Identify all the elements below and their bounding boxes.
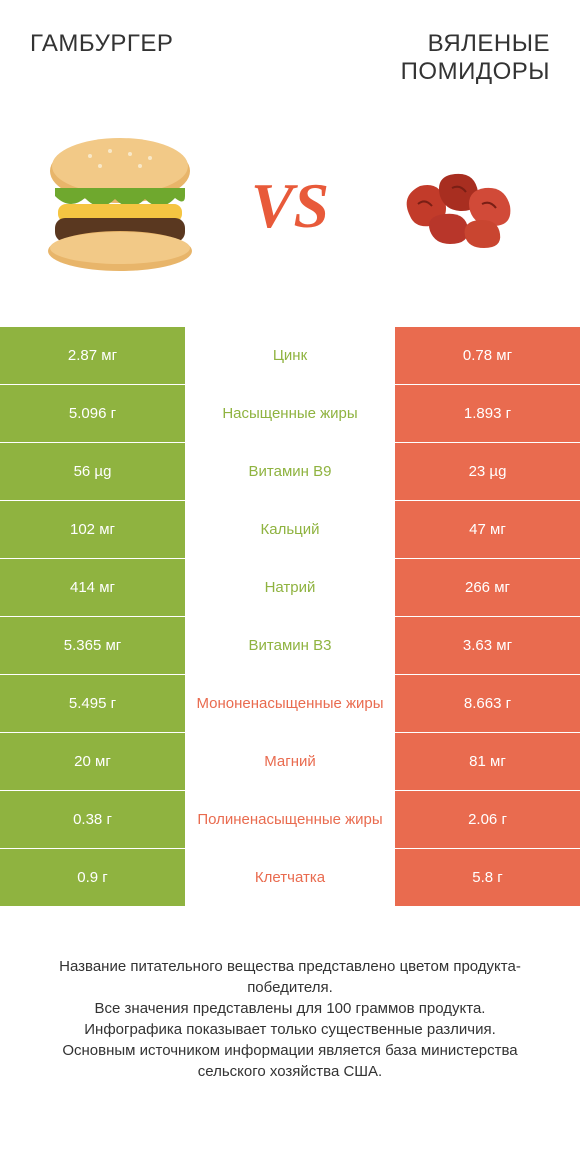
cell-left-value: 0.38 г [0, 791, 185, 848]
cell-right-value: 0.78 мг [395, 327, 580, 384]
cell-nutrient-label: Клетчатка [185, 849, 395, 906]
cell-nutrient-label: Магний [185, 733, 395, 790]
cell-right-value: 47 мг [395, 501, 580, 558]
sundried-tomato-icon [370, 126, 550, 286]
table-row: 102 мгКальций47 мг [0, 500, 580, 558]
cell-left-value: 56 µg [0, 443, 185, 500]
product-right-title-line1: ВЯЛЕНЫЕ [428, 30, 550, 57]
product-right-title: ВЯЛЕНЫЕ ПОМИДОРЫ [401, 30, 550, 86]
cell-nutrient-label: Полиненасыщенные жиры [185, 791, 395, 848]
cell-right-value: 8.663 г [395, 675, 580, 732]
cell-right-value: 5.8 г [395, 849, 580, 906]
table-row: 20 мгМагний81 мг [0, 732, 580, 790]
cell-left-value: 5.096 г [0, 385, 185, 442]
table-row: 0.9 гКлетчатка5.8 г [0, 848, 580, 906]
table-row: 414 мгНатрий266 мг [0, 558, 580, 616]
cell-left-value: 102 мг [0, 501, 185, 558]
cell-right-value: 2.06 г [395, 791, 580, 848]
cell-nutrient-label: Натрий [185, 559, 395, 616]
images-row: VS [0, 96, 580, 326]
cell-right-value: 81 мг [395, 733, 580, 790]
footer-line: Основным источником информации является … [30, 1040, 550, 1082]
cell-nutrient-label: Насыщенные жиры [185, 385, 395, 442]
cell-left-value: 2.87 мг [0, 327, 185, 384]
cell-nutrient-label: Кальций [185, 501, 395, 558]
table-row: 0.38 гПолиненасыщенные жиры2.06 г [0, 790, 580, 848]
cell-nutrient-label: Цинк [185, 327, 395, 384]
cell-nutrient-label: Витамин B9 [185, 443, 395, 500]
header: ГАМБУРГЕР ВЯЛЕНЫЕ ПОМИДОРЫ [0, 0, 580, 96]
table-row: 5.495 гМононенасыщенные жиры8.663 г [0, 674, 580, 732]
cell-nutrient-label: Витамин B3 [185, 617, 395, 674]
cell-left-value: 5.365 мг [0, 617, 185, 674]
footer-line: Инфографика показывает только существенн… [30, 1019, 550, 1040]
cell-left-value: 20 мг [0, 733, 185, 790]
comparison-table: 2.87 мгЦинк0.78 мг5.096 гНасыщенные жиры… [0, 326, 580, 906]
tomato-image [370, 126, 550, 286]
product-left-title: ГАМБУРГЕР [30, 30, 173, 58]
footer-line: Название питательного вещества представл… [30, 956, 550, 998]
table-row: 56 µgВитамин B923 µg [0, 442, 580, 500]
cell-left-value: 0.9 г [0, 849, 185, 906]
table-row: 5.096 гНасыщенные жиры1.893 г [0, 384, 580, 442]
cell-nutrient-label: Мононенасыщенные жиры [185, 675, 395, 732]
table-row: 2.87 мгЦинк0.78 мг [0, 326, 580, 384]
vs-label: VS [251, 169, 329, 243]
burger-icon [30, 126, 210, 286]
cell-right-value: 23 µg [395, 443, 580, 500]
table-row: 5.365 мгВитамин B33.63 мг [0, 616, 580, 674]
cell-left-value: 414 мг [0, 559, 185, 616]
product-right-title-line2: ПОМИДОРЫ [401, 58, 550, 85]
cell-right-value: 266 мг [395, 559, 580, 616]
cell-right-value: 3.63 мг [395, 617, 580, 674]
footer-notes: Название питательного вещества представл… [0, 906, 580, 1102]
cell-left-value: 5.495 г [0, 675, 185, 732]
footer-line: Все значения представлены для 100 граммо… [30, 998, 550, 1019]
burger-image [30, 126, 210, 286]
cell-right-value: 1.893 г [395, 385, 580, 442]
